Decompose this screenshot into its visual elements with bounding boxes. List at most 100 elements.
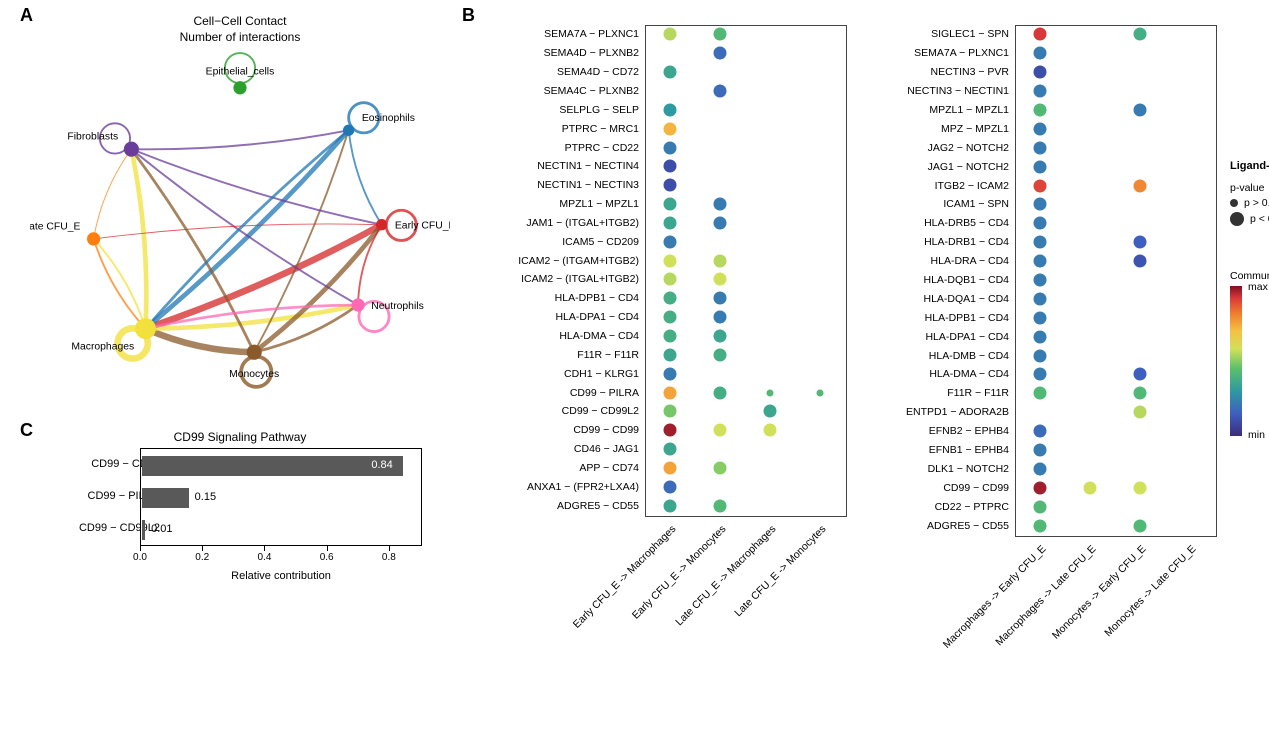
dotplot-row-label: HLA-DPB1 − CD4: [555, 292, 639, 304]
dotplot-dot: [714, 47, 727, 60]
network-edge: [146, 329, 255, 353]
dotplot-dot: [664, 273, 677, 286]
dotplot-dot: [714, 348, 727, 361]
dotplot-left: SEMA7A − PLXNC1SEMA4D − PLXNB2SEMA4D − C…: [645, 25, 845, 515]
dotplot-row-label: HLA-DPA1 − CD4: [555, 311, 639, 323]
dotplot-row-label: MPZL1 − MPZL1: [929, 104, 1009, 116]
network-node-label: Eosinophils: [362, 113, 415, 124]
dotplot-dot: [1034, 179, 1047, 192]
dotplot-dot: [767, 389, 774, 396]
dotplot-dot: [664, 348, 677, 361]
network-node-label: Neutrophils: [371, 301, 423, 312]
network-node: [343, 125, 354, 136]
dotplot-dot: [664, 311, 677, 324]
legend-p-small-label: p > 0.05: [1244, 197, 1269, 209]
network-edge: [131, 149, 358, 305]
dotplot-row-label: ICAM1 − SPN: [943, 198, 1009, 210]
dot-icon: [1230, 212, 1244, 226]
dotplot-row-label: ICAM2 − (ITGAL+ITGB2): [521, 273, 639, 285]
dotplot-dot: [1034, 311, 1047, 324]
dotplot-row-label: ITGB2 − ICAM2: [935, 180, 1009, 192]
dotplot-dot: [1034, 292, 1047, 305]
axis-tick-label: 0.0: [133, 552, 147, 563]
colorbar-max: max: [1248, 281, 1268, 293]
dotplot-row-label: SIGLEC1 − SPN: [931, 28, 1009, 40]
dotplot-row-label: MPZL1 − MPZL1: [559, 198, 639, 210]
network-node-label: Fibroblasts: [67, 132, 118, 143]
dotplot-dot: [1034, 425, 1047, 438]
dotplot-dot: [1034, 330, 1047, 343]
dotplot-dot: [1034, 122, 1047, 135]
dotplot-row-label: SEMA4C − PLXNB2: [544, 85, 639, 97]
dotplot-row-label: CD99 − PILRA: [570, 387, 639, 399]
dotplot-dot: [664, 28, 677, 41]
dotplot-col-label: Early CFU_E -> Monocytes: [630, 523, 724, 617]
panel-a-title2: Number of interactions: [30, 30, 450, 44]
dotplot-dot: [664, 405, 677, 418]
dotplot-dot: [1134, 519, 1147, 532]
dotplot-row-label: SELPLG − SELP: [559, 104, 639, 116]
dotplot-row-label: F11R − F11R: [947, 387, 1009, 399]
network-svg: Epithelial_cellsEosinophilsFibroblastsEa…: [30, 50, 450, 390]
legend-p-large-label: p < 0.01: [1250, 213, 1269, 225]
network-edge: [254, 225, 381, 353]
dotplot-dot: [1134, 179, 1147, 192]
dotplot-dot: [714, 311, 727, 324]
axis-tick: [202, 546, 203, 551]
dotplot-col-label: Late CFU_E -> Monocytes: [732, 523, 824, 615]
dotplot-row-label: NECTIN1 − NECTIN3: [537, 179, 639, 191]
dotplot-dot: [1034, 444, 1047, 457]
dotplot-row-label: CD22 − PTPRC: [935, 501, 1009, 513]
dotplot-dot: [664, 461, 677, 474]
panel-a: Cell−Cell Contact Number of interactions…: [30, 10, 450, 390]
dotplot-dot: [714, 386, 727, 399]
dotplot-dot: [664, 141, 677, 154]
dotplot-dot: [1134, 236, 1147, 249]
dotplot-dot: [1034, 274, 1047, 287]
dotplot-row-label: CD46 − JAG1: [574, 443, 639, 455]
dotplot-frame: [645, 25, 847, 517]
network-edge: [94, 239, 146, 329]
dotplot-dot: [714, 292, 727, 305]
dotplot-row-label: HLA-DPB1 − CD4: [925, 312, 1009, 324]
dotplot-dot: [664, 480, 677, 493]
dotplot-dot: [1034, 47, 1047, 60]
axis-tick-label: 0.2: [195, 552, 209, 563]
dotplot-row-label: JAG1 − NOTCH2: [928, 161, 1009, 173]
network-node-label: Macrophages: [71, 341, 134, 352]
network-node: [135, 318, 156, 339]
dotplot-dot: [714, 499, 727, 512]
axis-tick: [389, 546, 390, 551]
legend-block: Ligand-Receptor p-value p > 0.05 p < 0.0…: [1230, 160, 1269, 229]
dotplot-dot: [664, 443, 677, 456]
dotplot-row-label: SEMA7A − PLXNC1: [914, 47, 1009, 59]
dotplot-row-label: SEMA4D − CD72: [557, 66, 639, 78]
dotplot-dot: [1134, 28, 1147, 41]
bar: [142, 488, 189, 508]
dotplot-dot: [1034, 160, 1047, 173]
network-node: [351, 298, 364, 311]
dotplot-dot: [1034, 255, 1047, 268]
dotplot-row-label: HLA-DMA − CD4: [559, 330, 639, 342]
dotplot-dot: [1134, 104, 1147, 117]
dotplot-dot: [1034, 349, 1047, 362]
network-node-label: Early CFU_E: [395, 221, 450, 232]
dotplot-dot: [1134, 368, 1147, 381]
dotplot-row-label: PTPRC − CD22: [565, 142, 639, 154]
dotplot-dot: [664, 499, 677, 512]
dotplot-row-label: HLA-DPA1 − CD4: [925, 331, 1009, 343]
network-edge: [94, 239, 146, 329]
dotplot-row-label: ANXA1 − (FPR2+LXA4): [527, 481, 639, 493]
dotplot-dot: [764, 424, 777, 437]
dotplot-row-label: ADGRE5 − CD55: [927, 520, 1009, 532]
network-node: [124, 142, 139, 157]
dotplot-dot: [714, 424, 727, 437]
dotplot-dot: [664, 292, 677, 305]
network-node-label: Late CFU_E: [30, 221, 80, 232]
dotplot-dot: [714, 273, 727, 286]
dotplot-dot: [764, 405, 777, 418]
bar-chart-xlabel: Relative contribution: [140, 570, 422, 582]
dotplot-row-label: SEMA7A − PLXNC1: [544, 28, 639, 40]
dotplot-dot: [664, 103, 677, 116]
legend-headline: Ligand-Receptor: [1230, 160, 1269, 172]
